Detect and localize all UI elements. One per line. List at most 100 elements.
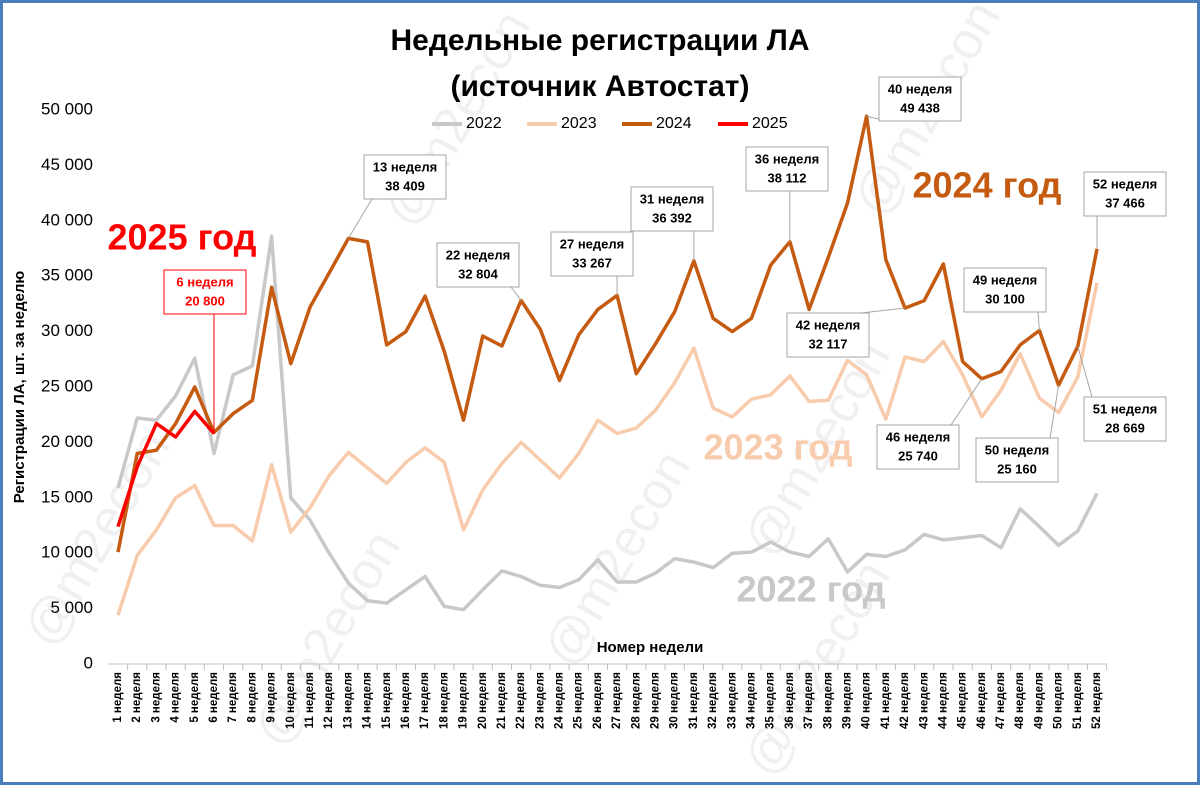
callout-week: 49 неделя <box>973 272 1037 287</box>
x-tick-label: 23 неделя <box>534 672 546 729</box>
data-label: 28 669 <box>1105 420 1145 435</box>
x-tick-label: 41 неделя <box>880 672 892 729</box>
x-tick-label: 5 неделя <box>189 672 201 723</box>
callout-week: 31 неделя <box>640 191 704 206</box>
x-tick-label: 26 неделя <box>592 672 604 729</box>
x-tick-label: 34 неделя <box>746 672 758 729</box>
callout-pointer <box>1049 385 1060 439</box>
series-line <box>116 409 216 528</box>
data-label: 38 409 <box>385 178 425 193</box>
callout-week: 36 неделя <box>755 151 819 166</box>
callout-box <box>163 269 247 315</box>
x-tick-label: 22 неделя <box>515 672 527 729</box>
x-tick-label: 13 неделя <box>342 672 354 729</box>
y-tick-label: 0 <box>84 653 93 672</box>
x-tick-label: 42 неделя <box>899 672 911 729</box>
callout-week: 40 неделя <box>888 81 952 96</box>
y-tick-label: 10 000 <box>41 543 93 562</box>
chart-subtitle: (источник Автостат) <box>450 70 749 103</box>
data-label: 37 466 <box>1105 195 1145 210</box>
callout-box <box>1083 396 1167 442</box>
x-tick-label: 15 неделя <box>381 672 393 729</box>
series-line <box>116 234 1099 612</box>
data-label: 20 800 <box>185 293 225 308</box>
x-tick-label: 44 неделя <box>937 672 949 729</box>
callout-pointer <box>1077 346 1093 398</box>
y-tick-label: 35 000 <box>41 266 93 285</box>
callout-week: 51 неделя <box>1093 401 1157 416</box>
data-label: 33 267 <box>572 255 612 270</box>
y-axis-title: Регистрации ЛА, шт. за неделю <box>11 271 28 504</box>
x-tick-label: 33 неделя <box>726 672 738 729</box>
callout-pointer <box>1037 311 1040 331</box>
data-label: 36 392 <box>652 210 692 225</box>
x-tick-label: 17 неделя <box>419 672 431 729</box>
callout-week: 52 неделя <box>1093 176 1157 191</box>
callout-pointer <box>347 198 373 239</box>
x-tick-label: 39 неделя <box>841 672 853 729</box>
callout-pointer <box>510 286 522 301</box>
annotation: 2023 год <box>704 427 853 468</box>
data-label: 49 438 <box>900 100 940 115</box>
x-tick-label: 4 неделя <box>170 672 182 723</box>
annotation: 2024 год <box>913 165 1062 206</box>
callout-week: 27 неделя <box>560 236 624 251</box>
x-tick-label: 2 неделя <box>131 672 143 723</box>
x-tick-label: 29 неделя <box>650 672 662 729</box>
x-tick-label: 9 неделя <box>266 672 278 723</box>
x-tick-label: 36 неделя <box>784 672 796 729</box>
callout-box <box>786 312 870 358</box>
callout-box <box>550 231 634 277</box>
callout-box <box>1083 171 1167 217</box>
y-tick-label: 50 000 <box>41 99 93 118</box>
y-tick-label: 40 000 <box>41 210 93 229</box>
data-label: 25 160 <box>997 461 1037 476</box>
x-tick-label: 27 неделя <box>611 672 623 729</box>
callout-box <box>436 242 520 288</box>
callout-box <box>630 186 714 232</box>
x-tick-label: 49 неделя <box>1033 672 1045 729</box>
y-tick-label: 45 000 <box>41 155 93 174</box>
callout-pointer <box>860 307 906 314</box>
x-tick-label: 38 неделя <box>822 672 834 729</box>
x-tick-label: 18 неделя <box>438 672 450 729</box>
y-tick-label: 5 000 <box>50 598 93 617</box>
x-tick-label: 50 неделя <box>1053 672 1065 729</box>
x-tick-label: 35 неделя <box>765 672 777 729</box>
callout-box <box>876 424 960 470</box>
callout-pointer <box>950 378 983 426</box>
callout-week: 22 неделя <box>446 247 510 262</box>
x-tick-label: 3 неделя <box>150 672 162 723</box>
x-tick-label: 8 неделя <box>246 672 258 723</box>
chart-title: Недельные регистрации ЛА <box>390 24 809 57</box>
data-label: 30 100 <box>985 291 1025 306</box>
series-line <box>116 114 1099 553</box>
x-tick-label: 31 неделя <box>688 672 700 729</box>
callout-box <box>363 154 447 200</box>
x-tick-label: 46 неделя <box>976 672 988 729</box>
callout-box <box>975 437 1059 483</box>
legend-label: 2023 <box>561 115 597 132</box>
x-tick-label: 7 неделя <box>227 672 239 723</box>
x-tick-label: 47 неделя <box>995 672 1007 729</box>
y-tick-label: 20 000 <box>41 432 93 451</box>
x-tick-label: 52 неделя <box>1091 672 1103 729</box>
callout-week: 42 неделя <box>796 317 860 332</box>
x-tick-label: 10 неделя <box>285 672 297 729</box>
data-label: 32 804 <box>458 266 499 281</box>
x-tick-label: 12 неделя <box>323 672 335 729</box>
data-label: 38 112 <box>767 170 806 185</box>
x-tick-label: 30 неделя <box>669 672 681 729</box>
x-tick-label: 19 неделя <box>458 672 470 729</box>
x-tick-label: 28 неделя <box>630 672 642 729</box>
x-tick-label: 14 неделя <box>362 672 374 729</box>
x-tick-label: 21 неделя <box>496 672 508 729</box>
legend-label: 2024 <box>656 115 692 132</box>
x-tick-label: 20 неделя <box>477 672 489 729</box>
callout-week: 46 неделя <box>886 429 950 444</box>
callout-week: 50 неделя <box>985 442 1049 457</box>
x-tick-label: 6 неделя <box>208 672 220 723</box>
callout-box <box>878 76 962 122</box>
x-tick-label: 40 неделя <box>861 672 873 729</box>
